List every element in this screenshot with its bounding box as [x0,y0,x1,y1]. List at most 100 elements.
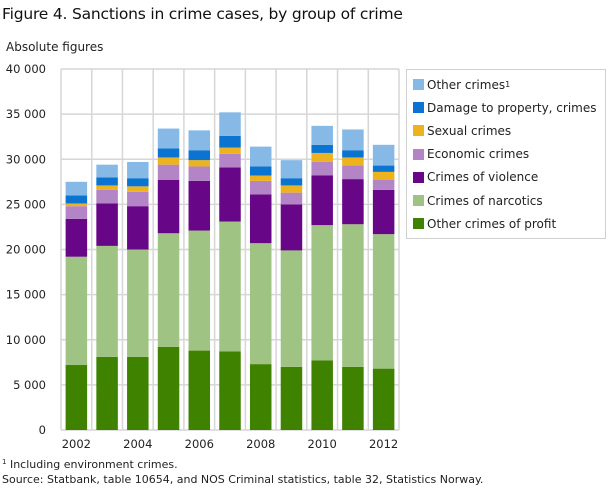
footnote: 1 Including environment crimes. [2,458,178,471]
y-tick-label: 30 000 [6,152,46,166]
legend-footnote-marker: 1 [505,80,511,90]
legend-label: Other crimes of profit [427,216,557,231]
bar-stack-2005 [157,128,180,430]
bar-segment-damage-to-property-crimes-2006 [188,150,211,161]
bar-segment-other-crimes-2005 [157,128,180,149]
legend-item: Crimes of violence [413,166,605,189]
footnote-marker: 1 [2,458,7,466]
bar-segment-crimes-of-narcotics-2002 [65,256,88,366]
bar-stack-2008 [249,146,272,430]
bar-segment-other-crimes-of-profit-2010 [311,360,333,430]
bar-segment-other-crimes-2011 [342,129,364,151]
bar-segment-economic-crimes-2010 [311,161,333,176]
y-tick-label: 40 000 [6,62,46,76]
bar-stack-2004 [127,161,149,430]
bar-segment-crimes-of-violence-2007 [219,167,241,222]
y-tick-labels: 0 5 000 10 000 15 000 20 000 25 000 30 000 35 0… [6,62,46,437]
bar-segment-crimes-of-narcotics-2007 [219,221,241,352]
legend-label: Crimes of violence [427,170,539,185]
bar-segment-crimes-of-violence-2012 [372,189,395,235]
y-tick-label: 25 000 [6,197,46,211]
bar-segment-economic-crimes-2012 [372,180,395,190]
bar-segment-crimes-of-narcotics-2006 [188,230,211,351]
y-tick-label: 35 000 [6,107,46,121]
bar-segment-crimes-of-violence-2011 [342,179,364,225]
bar-segment-crimes-of-violence-2003 [96,203,118,246]
bar-segment-other-crimes-of-profit-2009 [280,366,303,430]
bar-segment-other-crimes-of-profit-2011 [342,366,364,430]
bar-segment-economic-crimes-2002 [65,206,88,219]
y-tick-label: 20 000 [6,243,46,257]
bar-segment-other-crimes-2009 [280,160,303,179]
bar-segment-other-crimes-of-profit-2008 [249,364,272,430]
bar-segment-crimes-of-narcotics-2011 [342,224,364,367]
bar-segment-economic-crimes-2006 [188,166,211,181]
chart-title: Figure 4. Sanctions in crime cases, by g… [2,5,403,23]
bar-segment-sexual-crimes-2010 [311,152,333,162]
bar-segment-sexual-crimes-2005 [157,157,180,165]
x-tick-labels: 2002 2004 2006 2008 2010 2012 [62,437,399,451]
legend-label: Sexual crimes [427,123,512,138]
legend-label: Crimes of narcotics [427,193,543,208]
legend-label: Other crimes [427,77,506,92]
bar-segment-damage-to-property-crimes-2005 [157,148,180,158]
bar-segment-crimes-of-violence-2008 [249,194,272,244]
bar-segment-crimes-of-narcotics-2009 [280,250,303,367]
legend-item: Other crimes of profit [413,212,605,235]
bar-segment-sexual-crimes-2006 [188,160,211,167]
y-tick-label: 10 000 [6,333,46,347]
y-axis-label: Absolute figures [6,40,104,54]
bar-segment-other-crimes-2007 [219,112,241,136]
legend-label: Economic crimes [427,147,530,162]
bar-segment-other-crimes-of-profit-2007 [219,351,241,430]
x-tick-label: 2008 [246,437,275,451]
bar-segment-crimes-of-violence-2002 [65,218,88,257]
bar-segment-sexual-crimes-2002 [65,203,88,207]
bar-segment-damage-to-property-crimes-2003 [96,177,118,186]
bar-segment-economic-crimes-2011 [342,165,364,180]
y-tick-label: 0 [39,423,46,437]
bar-segment-crimes-of-violence-2004 [127,206,149,250]
bar-segment-sexual-crimes-2009 [280,185,303,193]
bar-stack-2010 [311,125,333,430]
bar-segment-other-crimes-of-profit-2012 [372,368,395,430]
bars [65,112,395,430]
bar-stack-2007 [219,112,241,430]
bar-segment-economic-crimes-2009 [280,192,303,205]
bar-segment-other-crimes-of-profit-2005 [157,346,180,430]
bar-segment-sexual-crimes-2012 [372,171,395,181]
legend-item: Damage to property, crimes [413,96,605,119]
bar-segment-other-crimes-2004 [127,161,149,179]
bar-segment-damage-to-property-crimes-2002 [65,195,88,204]
bar-segment-other-crimes-of-profit-2006 [188,350,211,430]
x-tick-label: 2010 [308,437,337,451]
bar-segment-crimes-of-narcotics-2012 [372,234,395,369]
bar-segment-crimes-of-narcotics-2003 [96,245,118,357]
bar-stack-2002 [65,181,88,430]
bar-segment-crimes-of-narcotics-2008 [249,243,272,365]
bar-segment-other-crimes-of-profit-2003 [96,356,118,430]
bar-segment-economic-crimes-2007 [219,153,241,168]
x-tick-label: 2012 [369,437,398,451]
legend-item: Crimes of narcotics [413,189,605,212]
x-tick-label: 2004 [123,437,152,451]
footnote-text: Including environment crimes. [9,458,178,471]
bar-segment-other-crimes-2003 [96,164,118,178]
bar-segment-sexual-crimes-2007 [219,147,241,154]
bar-segment-crimes-of-narcotics-2004 [127,249,149,357]
bar-segment-other-crimes-of-profit-2002 [65,365,88,430]
bar-segment-other-crimes-2002 [65,181,88,196]
legend-swatch [413,218,424,230]
bar-segment-other-crimes-2010 [311,125,333,145]
bar-segment-crimes-of-violence-2005 [157,180,180,234]
legend-swatch [413,195,424,207]
bar-stack-2009 [280,160,303,430]
legend-swatch [413,79,424,91]
legend-item: Sexual crimes [413,119,605,142]
bar-segment-other-crimes-2012 [372,144,395,166]
legend-label: Damage to property, crimes [427,100,597,115]
bar-segment-other-crimes-2006 [188,130,211,151]
bar-segment-crimes-of-violence-2006 [188,180,211,231]
x-tick-label: 2002 [62,437,91,451]
